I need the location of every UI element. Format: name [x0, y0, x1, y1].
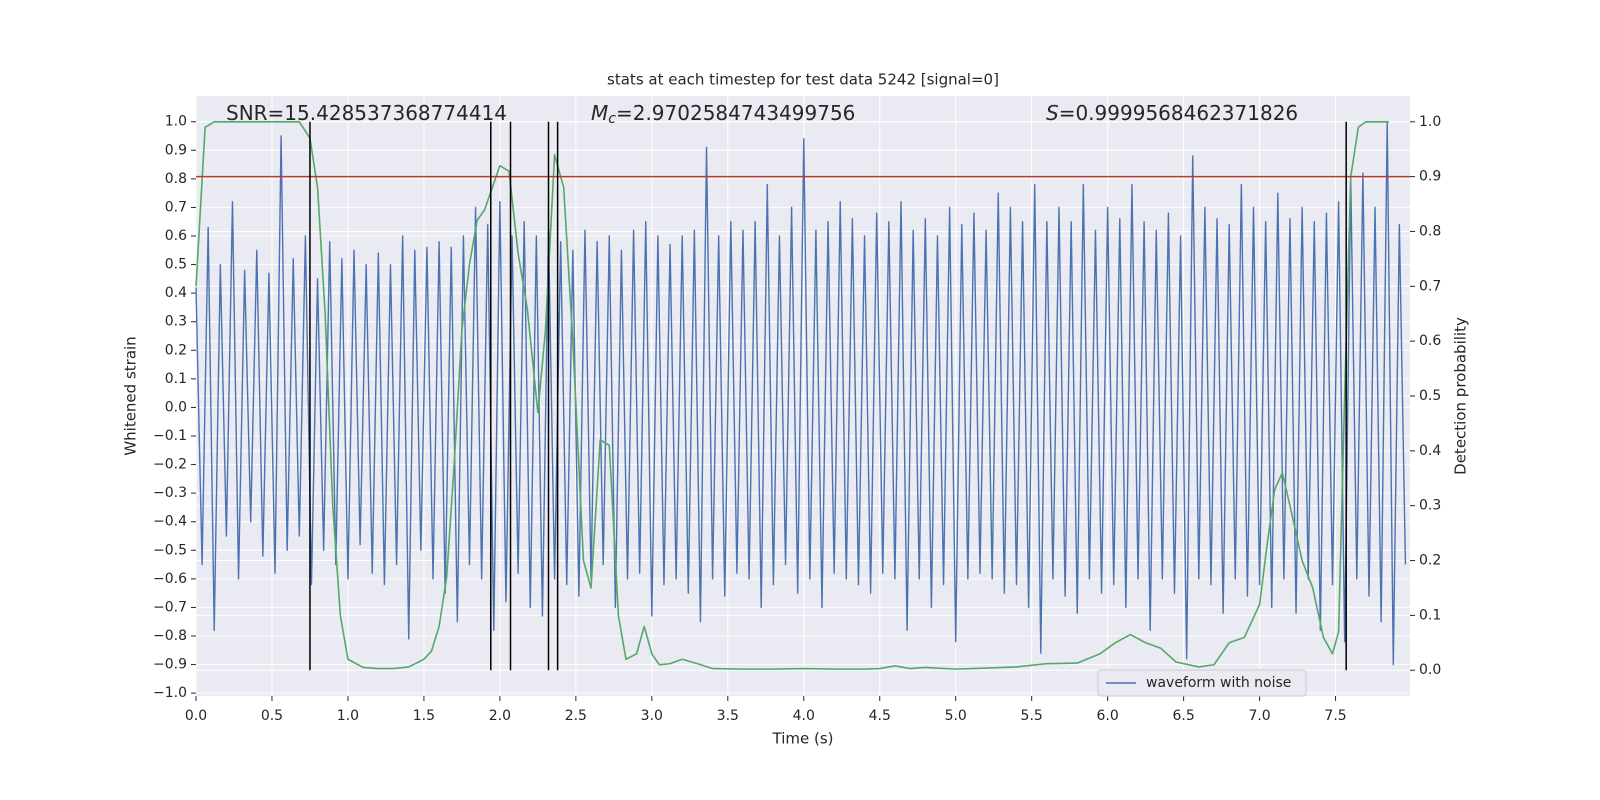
y-tick-label: −0.5	[153, 542, 187, 558]
y-tick-label: −0.2	[153, 457, 187, 473]
legend-label: waveform with noise	[1146, 675, 1291, 691]
y-tick-label: 0.5	[165, 257, 187, 273]
y-tick-label: −0.9	[153, 657, 187, 673]
x-tick-label: 4.5	[869, 708, 891, 724]
y-tick-label: −0.1	[153, 428, 187, 444]
y2-tick-label: 0.0	[1419, 662, 1441, 678]
y2-tick-label: 0.1	[1419, 607, 1441, 623]
y-tick-label: −0.6	[153, 571, 187, 587]
y-tick-label: −0.4	[153, 514, 187, 530]
data-line	[195, 121, 1407, 666]
y-tick-label: −0.3	[153, 485, 187, 501]
y-tick-label: −1.0	[153, 685, 187, 701]
annotation: SNR=15.428537368774414	[226, 101, 507, 125]
y-tick-label: −0.8	[153, 628, 187, 644]
y-tick-label: 0.3	[165, 314, 187, 330]
y2-tick-label: 0.8	[1419, 223, 1441, 239]
y-tick-label: 0.6	[165, 228, 187, 244]
annotation: S=0.9999568462371826	[1046, 101, 1298, 125]
x-tick-label: 1.5	[413, 708, 435, 724]
y2-axis-label: Detection probability	[1452, 317, 1470, 475]
y2-tick-label: 0.5	[1419, 388, 1441, 404]
x-tick-label: 4.0	[793, 708, 815, 724]
x-axis-label: Time (s)	[772, 730, 834, 748]
y-tick-label: 0.9	[165, 142, 187, 158]
y2-tick-label: 0.4	[1419, 443, 1441, 459]
x-tick-label: 0.0	[185, 708, 207, 724]
x-tick-label: 3.0	[641, 708, 663, 724]
annotation-symbol: S	[1046, 101, 1059, 125]
x-tick-label: 6.0	[1097, 708, 1119, 724]
y-tick-label: 0.4	[165, 285, 187, 301]
x-tick-label: 7.0	[1248, 708, 1270, 724]
annotation-symbol: M	[591, 101, 608, 125]
y-tick-label: 0.0	[165, 399, 187, 415]
x-tick-label: 5.0	[945, 708, 967, 724]
y-tick-label: 1.0	[165, 114, 187, 130]
y-tick-label: 0.7	[165, 199, 187, 215]
annotation-text: SNR=15.428537368774414	[226, 101, 507, 125]
legend-box	[1097, 669, 1307, 697]
chart-title: stats at each timestep for test data 524…	[607, 71, 999, 89]
annotation-subscript: c	[608, 111, 616, 127]
annotation: Mc=2.9702584743499756	[591, 101, 855, 128]
x-tick-label: 5.5	[1021, 708, 1043, 724]
y-tick-label: 0.1	[165, 371, 187, 387]
x-tick-label: 0.5	[261, 708, 283, 724]
y-tick-label: 0.2	[165, 342, 187, 358]
y2-tick-label: 0.3	[1419, 498, 1441, 514]
x-tick-label: 6.5	[1172, 708, 1194, 724]
y-tick-label: 0.8	[165, 171, 187, 187]
y-axis-label: Whitened strain	[122, 336, 140, 455]
y2-tick-label: 0.9	[1419, 169, 1441, 185]
x-tick-label: 2.5	[565, 708, 587, 724]
x-tick-label: 2.0	[489, 708, 511, 724]
x-tick-label: 7.5	[1324, 708, 1346, 724]
y2-tick-label: 0.6	[1419, 333, 1441, 349]
y2-tick-label: 1.0	[1419, 114, 1441, 130]
x-tick-label: 3.5	[717, 708, 739, 724]
y-tick-label: −0.7	[153, 599, 187, 615]
y2-tick-label: 0.2	[1419, 553, 1441, 569]
data-line	[195, 120, 1389, 670]
annotation-text: =2.9702584743499756	[616, 101, 855, 125]
y2-tick-label: 0.7	[1419, 278, 1441, 294]
x-tick-label: 1.0	[337, 708, 359, 724]
annotation-text: =0.9999568462371826	[1059, 101, 1298, 125]
